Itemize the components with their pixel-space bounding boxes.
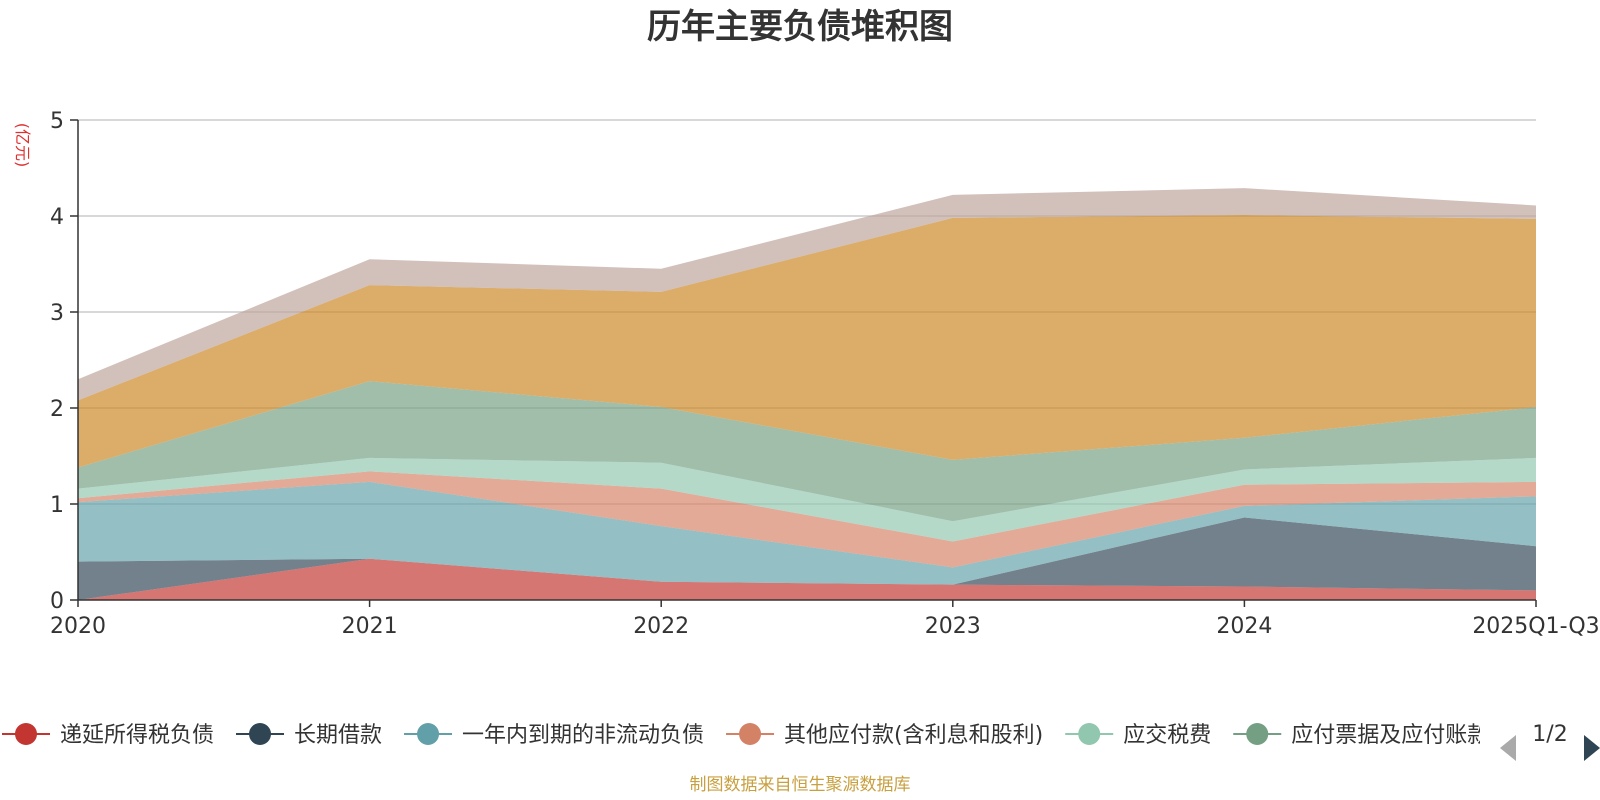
legend-item-5[interactable]: 应付票据及应付账款: [1233, 723, 1489, 748]
legend-pager: 1/2: [1500, 722, 1600, 761]
area-series-2[interactable]: [78, 481, 1536, 585]
legend-item-4[interactable]: 应交税费: [1065, 723, 1211, 748]
legend: 递延所得税负债 长期借款 一年内到期的非流动负债 其他应付款(含利息和股利) 应交税费 应…: [2, 723, 1489, 748]
stacked-areas: [78, 188, 1536, 600]
x-tick-label: 2021: [342, 614, 398, 639]
legend-label: 应付票据及应付账款: [1291, 723, 1489, 748]
x-tick-label: 2020: [50, 614, 106, 639]
legend-item-2[interactable]: 一年内到期的非流动负债: [404, 723, 704, 748]
legend-marker-icon: [249, 723, 272, 745]
area-series-6[interactable]: [78, 215, 1536, 468]
y-tick-label: 3: [50, 301, 64, 326]
x-tick-label: 2025Q1-Q3: [1472, 614, 1599, 639]
legend-marker-icon: [1246, 723, 1269, 745]
y-tick-label: 0: [50, 589, 64, 614]
y-tick-label: 5: [50, 109, 64, 134]
area-series-0[interactable]: [78, 558, 1536, 600]
area-series-3[interactable]: [78, 471, 1536, 568]
y-tick-label: 4: [50, 205, 64, 230]
area-series-1[interactable]: [78, 517, 1536, 600]
legend-label: 递延所得税负债: [60, 723, 214, 748]
chart-title: 历年主要负债堆积图: [647, 7, 953, 47]
legend-item-3[interactable]: 其他应付款(含利息和股利): [726, 723, 1043, 748]
axes: 0 1 2 3 4 5 2020 2021 2022 2023 2024 2025Q1-Q3: [50, 109, 1600, 639]
legend-page-indicator: 1/2: [1532, 722, 1567, 747]
legend-marker-icon: [417, 723, 440, 745]
x-tick-label: 2023: [925, 614, 981, 639]
x-tick-label: 2024: [1216, 614, 1272, 639]
legend-item-1[interactable]: 长期借款: [236, 723, 382, 748]
triangle-left-icon[interactable]: [1500, 735, 1516, 761]
legend-marker-icon: [739, 723, 762, 745]
x-tick-label: 2022: [633, 614, 689, 639]
area-series-4[interactable]: [78, 457, 1536, 542]
triangle-right-icon[interactable]: [1584, 735, 1600, 761]
area-series-7[interactable]: [78, 188, 1536, 401]
legend-marker-icon: [1078, 723, 1101, 745]
y-tick-label: 1: [50, 493, 64, 518]
legend-label: 应交税费: [1123, 723, 1211, 748]
legend-item-0[interactable]: 递延所得税负债: [2, 723, 214, 748]
legend-label: 一年内到期的非流动负债: [462, 723, 704, 748]
y-tick-label: 2: [50, 397, 64, 422]
y-axis-unit-label: (亿元): [13, 123, 32, 168]
data-source-note: 制图数据来自恒生聚源数据库: [690, 775, 911, 795]
legend-marker-icon: [15, 723, 37, 745]
area-series-5[interactable]: [78, 381, 1536, 522]
legend-label: 其他应付款(含利息和股利): [784, 723, 1043, 748]
legend-label: 长期借款: [294, 723, 382, 748]
